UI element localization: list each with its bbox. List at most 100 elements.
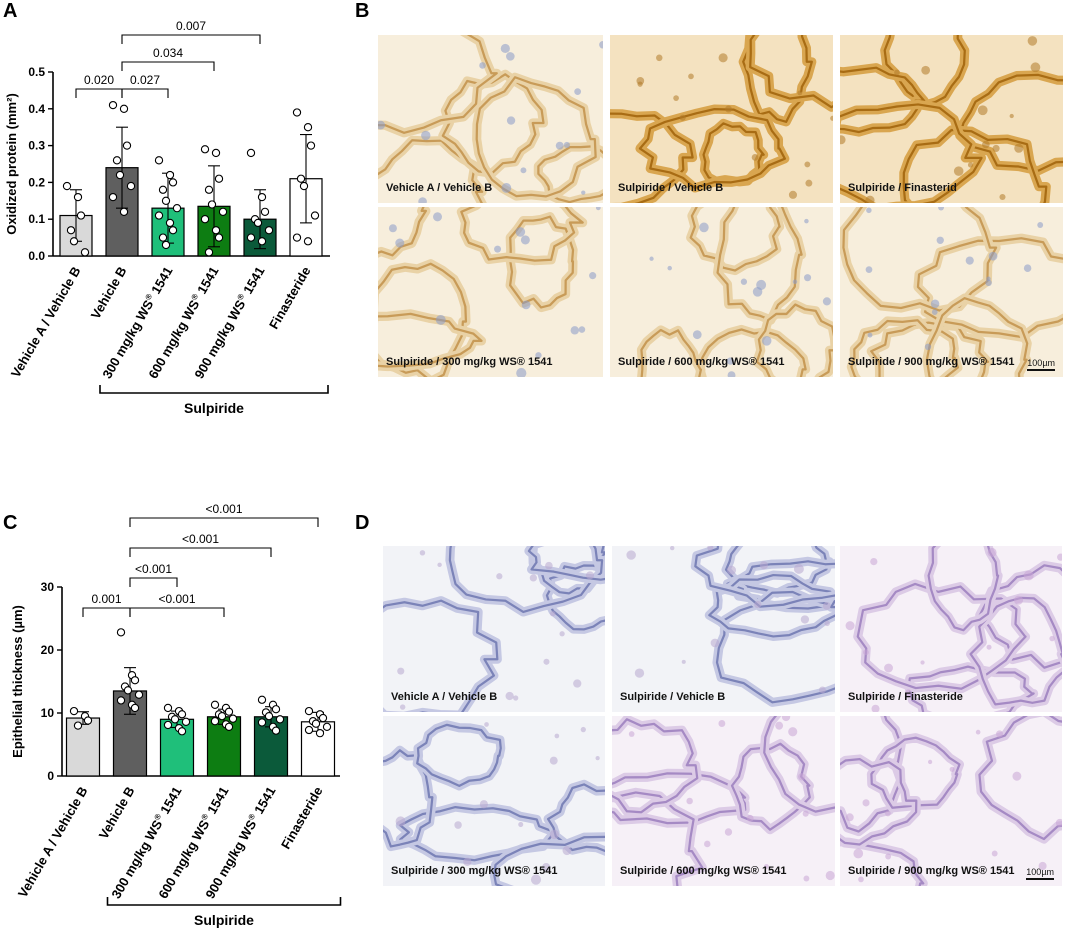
data-point bbox=[119, 207, 129, 216]
data-point bbox=[217, 711, 227, 721]
micrograph-caption: Sulpiride / 900 mg/kg WS® 1541 bbox=[848, 865, 1015, 877]
data-point bbox=[130, 676, 140, 685]
micrograph-caption: Sulpiride / Vehicle B bbox=[620, 691, 726, 703]
p-value-label: <0.001 bbox=[182, 532, 219, 546]
p-value-label: 0.020 bbox=[84, 73, 114, 87]
data-point bbox=[73, 721, 83, 730]
micrograph-caption: Sulpiride / 300 mg/kg WS® 1541 bbox=[391, 865, 558, 877]
y-tick-label: 0.2 bbox=[28, 175, 45, 189]
data-point bbox=[292, 108, 302, 117]
significance-bracket bbox=[129, 577, 178, 587]
data-point bbox=[214, 174, 224, 183]
data-point bbox=[168, 226, 178, 235]
d-micrograph: Sulpiride / 900 mg/kg WS® 1541 100µm bbox=[840, 716, 1062, 886]
data-point bbox=[271, 705, 281, 714]
p-value-label: <0.001 bbox=[135, 562, 172, 576]
panel-label-b: B bbox=[355, 0, 370, 22]
data-point bbox=[62, 181, 72, 191]
b-micrograph: Vehicle A / Vehicle B bbox=[378, 35, 603, 203]
data-point bbox=[172, 204, 182, 213]
data-point bbox=[112, 156, 122, 165]
data-point bbox=[108, 192, 118, 202]
data-point bbox=[73, 192, 83, 202]
group-label: Sulpiride bbox=[194, 912, 254, 928]
data-point bbox=[224, 722, 234, 732]
b-micrograph: Sulpiride / 600 mg/kg WS® 1541 bbox=[610, 207, 833, 377]
micrograph-caption: Sulpiride / Finasterid bbox=[848, 182, 957, 194]
data-point bbox=[115, 170, 125, 180]
scale-bar-line bbox=[1026, 878, 1054, 880]
data-point bbox=[310, 211, 320, 220]
data-point bbox=[158, 185, 168, 194]
x-tick-label: Finasteride bbox=[278, 784, 326, 852]
data-point bbox=[271, 726, 281, 735]
data-point bbox=[122, 141, 132, 150]
panel-label-a: A bbox=[3, 0, 18, 22]
y-tick-label: 30 bbox=[41, 580, 55, 594]
data-point bbox=[83, 716, 93, 725]
data-point bbox=[204, 185, 214, 194]
significance-bracket bbox=[82, 607, 131, 617]
micrograph-caption: Vehicle A / Vehicle B bbox=[386, 182, 493, 194]
significance-bracket bbox=[121, 61, 215, 71]
data-point bbox=[211, 148, 221, 158]
data-point bbox=[119, 104, 129, 113]
micrograph-caption: Sulpiride / Vehicle B bbox=[618, 182, 724, 194]
micrograph-caption: Sulpiride / 300 mg/kg WS® 1541 bbox=[386, 356, 553, 368]
data-point bbox=[66, 226, 76, 235]
b-micrograph: Sulpiride / 900 mg/kg WS® 1541 100µm bbox=[840, 207, 1063, 377]
data-point bbox=[311, 719, 321, 728]
data-point bbox=[154, 211, 164, 220]
data-point bbox=[108, 100, 118, 110]
panel-label-c: C bbox=[3, 512, 18, 534]
data-point bbox=[264, 711, 274, 721]
data-point bbox=[224, 707, 234, 716]
y-tick-label: 20 bbox=[41, 643, 55, 657]
data-point bbox=[116, 628, 126, 637]
p-value-label: <0.001 bbox=[158, 592, 195, 606]
x-tick-label: Vehicle A / Vehicle B bbox=[8, 264, 84, 380]
data-point bbox=[257, 695, 267, 704]
p-value-label: 0.007 bbox=[176, 19, 206, 33]
data-point bbox=[207, 200, 217, 209]
data-point bbox=[210, 717, 220, 726]
y-tick-label: 0.0 bbox=[28, 249, 45, 263]
d-micrograph: Sulpiride / 600 mg/kg WS® 1541 bbox=[612, 716, 835, 886]
data-point bbox=[246, 148, 256, 158]
data-point bbox=[228, 714, 238, 723]
scale-bar-label: 100µm bbox=[1026, 867, 1054, 877]
data-point bbox=[177, 727, 187, 736]
data-point bbox=[165, 170, 175, 180]
significance-bracket bbox=[129, 547, 272, 557]
data-point bbox=[303, 237, 313, 246]
y-tick-label: 0.4 bbox=[28, 102, 45, 116]
data-point bbox=[257, 718, 267, 727]
group-bracket bbox=[99, 385, 329, 394]
data-point bbox=[123, 686, 133, 695]
b-micrograph: Sulpiride / 300 mg/kg WS® 1541 bbox=[378, 207, 603, 377]
significance-bracket bbox=[121, 34, 261, 44]
data-point bbox=[304, 725, 314, 735]
data-point bbox=[126, 181, 136, 191]
x-tick-label: Vehicle B bbox=[96, 784, 138, 842]
data-point bbox=[322, 722, 332, 732]
data-point bbox=[154, 156, 164, 165]
micrograph-caption: Sulpiride / 600 mg/kg WS® 1541 bbox=[618, 356, 785, 368]
group-label: Sulpiride bbox=[184, 400, 244, 416]
significance-bracket bbox=[129, 517, 319, 527]
significance-bracket bbox=[75, 88, 123, 98]
data-point bbox=[204, 248, 214, 257]
y-axis-label: Epithelial thickness (µm) bbox=[10, 605, 25, 758]
data-point bbox=[264, 226, 274, 235]
p-value-label: 0.027 bbox=[130, 73, 160, 87]
data-point bbox=[165, 218, 175, 228]
significance-bracket bbox=[129, 607, 225, 617]
data-point bbox=[299, 181, 309, 191]
y-axis-label: Oxidized protein (mm²) bbox=[4, 93, 19, 235]
data-point bbox=[76, 211, 86, 220]
b-micrograph: Sulpiride / Vehicle B bbox=[610, 35, 833, 203]
group-bracket bbox=[106, 897, 342, 906]
y-tick-label: 0.3 bbox=[28, 139, 45, 153]
d-micrograph: Sulpiride / 300 mg/kg WS® 1541 bbox=[383, 716, 605, 886]
data-point bbox=[163, 703, 173, 713]
